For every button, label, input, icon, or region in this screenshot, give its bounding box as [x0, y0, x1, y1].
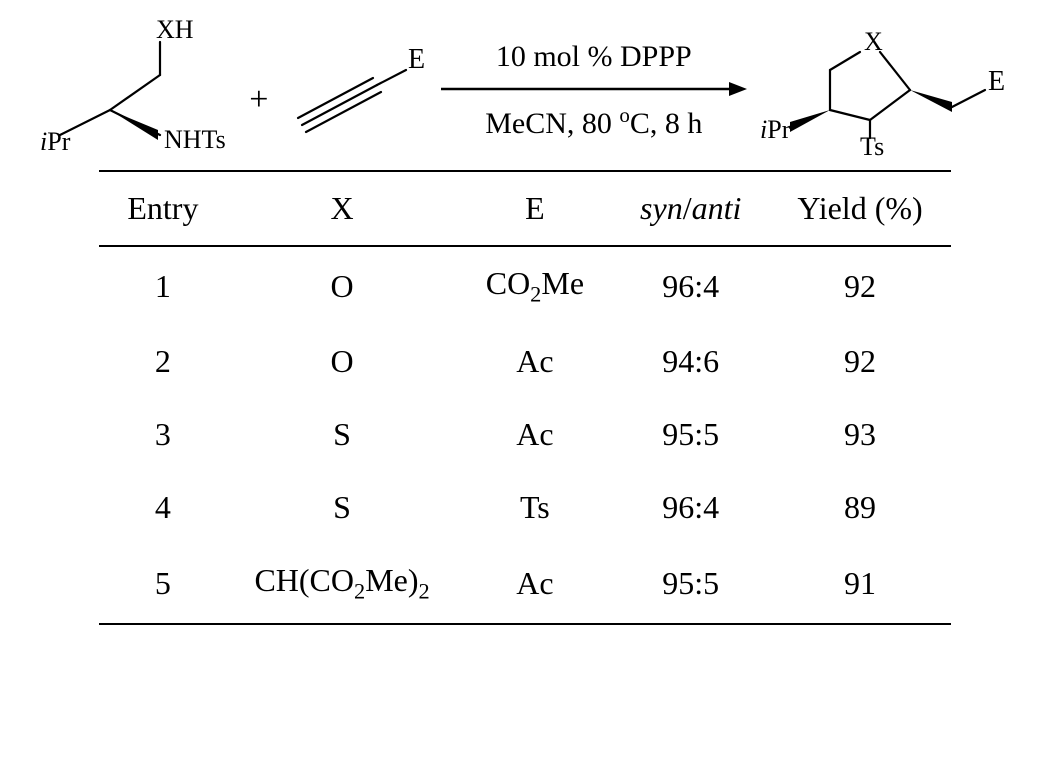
label-ts: Ts [860, 132, 884, 160]
table-row: 1OCO2Me96:492 [99, 246, 950, 325]
cell-e: Ac [458, 325, 612, 398]
label-e-reagent: E [408, 44, 425, 75]
cell-x: S [226, 398, 457, 471]
cell-entry: 4 [99, 471, 226, 544]
results-table: Entry X E syn/anti Yield (%) 1OCO2Me96:4… [99, 170, 950, 625]
reaction-arrow [439, 78, 749, 100]
cell-yield: 89 [769, 471, 950, 544]
cell-x: O [226, 246, 457, 325]
cell-e: Ac [458, 398, 612, 471]
cell-ratio: 96:4 [612, 471, 769, 544]
svg-text:iPr: iPr [760, 115, 791, 144]
col-ratio: syn/anti [612, 171, 769, 246]
reagent-2-alkyne: E [278, 40, 428, 140]
cell-ratio: 94:6 [612, 325, 769, 398]
cell-x: O [226, 325, 457, 398]
table-row: 4STs96:489 [99, 471, 950, 544]
col-entry: Entry [99, 171, 226, 246]
cell-ratio: 96:4 [612, 246, 769, 325]
reaction-scheme: XH iPr NHTs + E 10 mol % DPPP MeCN, 80 o… [40, 20, 1010, 160]
label-nhts: NHTs [164, 125, 226, 154]
table-header-row: Entry X E syn/anti Yield (%) [99, 171, 950, 246]
reagent-1: XH iPr NHTs [40, 20, 240, 160]
table-row: 2OAc94:692 [99, 325, 950, 398]
col-e: E [458, 171, 612, 246]
cell-x: S [226, 471, 457, 544]
svg-text:iPr: iPr [40, 127, 71, 156]
cell-entry: 5 [99, 544, 226, 623]
label-ipr: Pr [47, 127, 70, 156]
cell-e: CO2Me [458, 246, 612, 325]
cell-yield: 92 [769, 325, 950, 398]
col-yield: Yield (%) [769, 171, 950, 246]
table-body: 1OCO2Me96:4922OAc94:6923SAc95:5934STs96:… [99, 246, 950, 624]
cell-entry: 2 [99, 325, 226, 398]
cell-ratio: 95:5 [612, 398, 769, 471]
label-e-product: E [988, 66, 1005, 97]
reaction-arrow-block: 10 mol % DPPP MeCN, 80 oC, 8 h [429, 37, 759, 143]
label-x-product: X [864, 27, 883, 56]
col-x: X [226, 171, 457, 246]
cell-yield: 91 [769, 544, 950, 623]
cell-e: Ts [458, 471, 612, 544]
cell-yield: 92 [769, 246, 950, 325]
table-row: 5CH(CO2Me)2Ac95:591 [99, 544, 950, 623]
cell-yield: 93 [769, 398, 950, 471]
cell-ratio: 95:5 [612, 544, 769, 623]
cell-entry: 1 [99, 246, 226, 325]
label-xh: XH [156, 20, 194, 44]
conditions-bottom: MeCN, 80 oC, 8 h [485, 102, 702, 143]
cell-x: CH(CO2Me)2 [226, 544, 457, 623]
plus-sign: + [241, 81, 276, 119]
cell-e: Ac [458, 544, 612, 623]
conditions-top: 10 mol % DPPP [496, 37, 692, 76]
table-row: 3SAc95:593 [99, 398, 950, 471]
cell-entry: 3 [99, 398, 226, 471]
product: X iPr Ts E [760, 20, 1010, 160]
